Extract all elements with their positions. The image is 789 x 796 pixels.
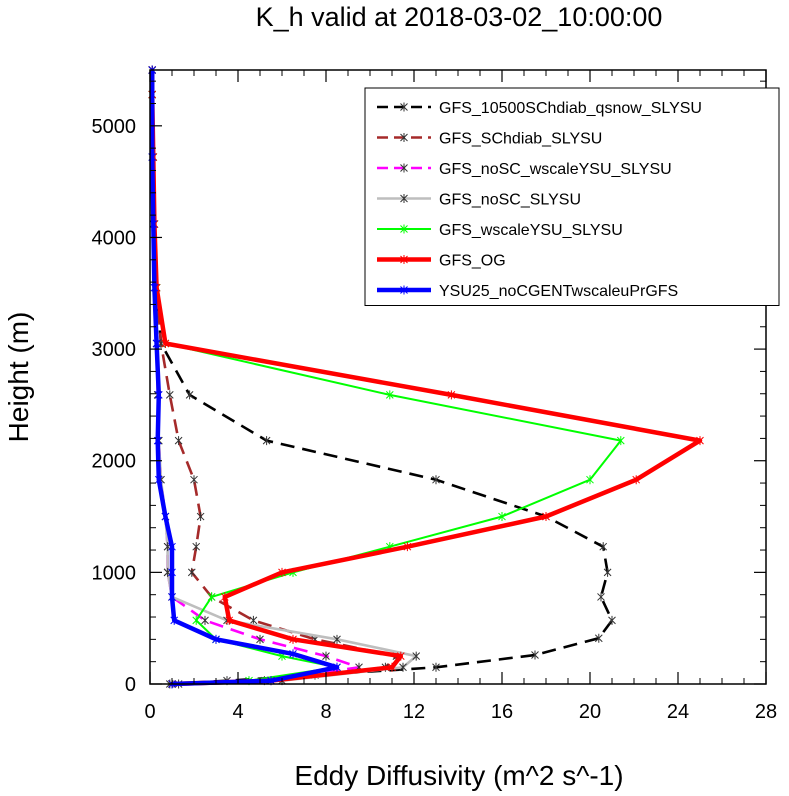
data-point [399,662,407,672]
data-point [385,390,394,400]
data-point [498,512,506,522]
legend-marker [400,194,408,203]
data-point [190,475,198,485]
x-tick-label: 8 [320,701,331,723]
data-point [196,512,205,522]
data-point [154,475,163,485]
y-tick-label: 5000 [92,116,137,138]
data-point [256,634,264,644]
data-point [161,512,170,522]
data-point [597,592,605,602]
data-point [165,390,174,400]
data-point [289,634,297,644]
series-line [150,70,361,686]
x-tick-label: 24 [667,701,689,723]
data-point [192,542,201,552]
data-point [542,512,550,522]
data-point [201,615,209,625]
series-layer [148,65,704,689]
y-tick-label: 0 [125,674,136,696]
data-point [396,651,405,661]
legend-marker [400,133,408,142]
data-point [262,436,271,446]
x-axis-label: Eddy Diffusivity (m^2 s^-1) [294,760,623,791]
data-point [220,592,229,602]
data-point [168,592,176,602]
legend-label: GFS_noSC_SLYSU [439,192,581,209]
legend-marker [400,285,408,295]
data-point [599,542,608,552]
x-tick-label: 4 [232,701,243,723]
legend-label: GFS_noSC_wscaleYSU_SLYSU [439,161,672,178]
data-point [170,615,179,625]
data-point [333,634,341,644]
legend-box [364,87,780,306]
data-point [174,436,183,446]
data-point [586,475,594,485]
data-point [212,634,220,644]
data-point [333,662,341,672]
axis-ticks: 0 4 8 12 16 20 24 28 0 1000 2000 3000 4000 5000 [92,70,777,723]
legend-label: GFS_10500SChdiab_qsnow_SLYSU [439,100,702,117]
data-point [161,339,170,349]
data-point [192,615,201,625]
legend-marker [400,224,408,234]
data-point [278,567,286,577]
chart-title: K_h valid at 2018-03-02_10:00:00 [256,2,663,32]
data-point [149,219,158,229]
data-point [403,542,412,552]
data-point [185,390,194,400]
x-tick-label: 16 [491,701,513,723]
data-point [432,662,440,672]
data-point [154,390,163,400]
legend-label: GFS_wscaleYSU_SLYSU [439,222,623,239]
x-tick-label: 0 [144,701,155,723]
x-tick-label: 12 [403,701,425,723]
data-point [531,650,539,660]
data-point [207,592,216,602]
data-point [289,649,297,659]
data-point [608,615,616,625]
legend-marker [400,163,408,173]
data-point [187,567,196,577]
y-axis-label: Height (m) [3,312,34,443]
data-point [388,662,396,672]
legend-marker [400,255,408,264]
series-line [149,70,340,687]
x-tick-label: 20 [579,701,601,723]
legend-marker [400,102,408,112]
data-point [168,567,176,577]
data-point [696,436,704,446]
legend: GFS_10500SChdiab_qsnow_SLYSU GFS_SChdiab_… [364,87,780,306]
data-point [225,615,234,625]
y-tick-label: 4000 [92,227,137,249]
data-point [150,283,159,293]
data-point [432,475,440,485]
data-point [153,436,162,446]
data-point [412,651,421,661]
data-point [594,633,603,643]
data-point [322,651,330,661]
y-tick-label: 3000 [92,339,137,361]
data-point [603,567,612,577]
legend-label: GFS_SChdiab_SLYSU [439,131,602,148]
x-tick-label: 28 [755,701,777,723]
data-point [616,436,625,446]
data-point [632,475,641,485]
data-point [447,390,456,400]
y-tick-label: 1000 [92,562,137,584]
data-point [249,615,258,625]
data-point [168,542,176,552]
legend-label: YSU25_noCGENTwscaleuPrGFS [439,283,678,300]
y-tick-label: 2000 [92,451,137,473]
data-point [152,339,161,349]
legend-label: GFS_OG [439,253,506,270]
